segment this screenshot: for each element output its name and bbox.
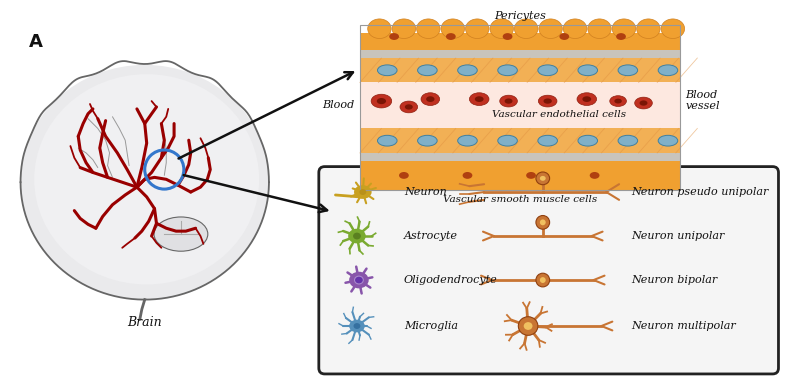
- Ellipse shape: [539, 19, 563, 38]
- Ellipse shape: [34, 74, 259, 284]
- Text: Blood: Blood: [322, 101, 354, 110]
- Text: Blood
vessel: Blood vessel: [685, 90, 720, 111]
- Ellipse shape: [359, 189, 366, 195]
- Bar: [360, 128, 680, 153]
- Ellipse shape: [578, 65, 598, 75]
- Text: Neuron unipolar: Neuron unipolar: [630, 231, 724, 241]
- FancyBboxPatch shape: [319, 167, 779, 374]
- Ellipse shape: [350, 272, 369, 288]
- Ellipse shape: [446, 33, 456, 40]
- Ellipse shape: [526, 172, 536, 179]
- Text: Microglia: Microglia: [404, 321, 458, 331]
- Ellipse shape: [614, 99, 622, 103]
- Ellipse shape: [377, 98, 386, 104]
- Text: Neuron bipolar: Neuron bipolar: [630, 275, 717, 285]
- Ellipse shape: [661, 19, 685, 38]
- Bar: [360, 153, 680, 161]
- Ellipse shape: [536, 273, 550, 287]
- Ellipse shape: [371, 94, 392, 108]
- Ellipse shape: [350, 320, 365, 332]
- Ellipse shape: [354, 323, 361, 329]
- Ellipse shape: [417, 65, 437, 75]
- Ellipse shape: [612, 19, 636, 38]
- Ellipse shape: [500, 95, 517, 107]
- Ellipse shape: [490, 19, 513, 38]
- Ellipse shape: [426, 96, 434, 102]
- Ellipse shape: [538, 135, 558, 146]
- Ellipse shape: [616, 33, 626, 40]
- Bar: [360, 161, 680, 190]
- Text: Neuron: Neuron: [404, 187, 447, 197]
- Ellipse shape: [154, 217, 207, 251]
- Ellipse shape: [559, 33, 569, 40]
- Ellipse shape: [417, 19, 440, 38]
- Ellipse shape: [539, 95, 557, 107]
- Ellipse shape: [539, 277, 546, 283]
- Text: Neuron multipolar: Neuron multipolar: [630, 321, 736, 331]
- Ellipse shape: [639, 100, 647, 106]
- Bar: [360, 33, 680, 50]
- Ellipse shape: [458, 65, 477, 75]
- Ellipse shape: [368, 19, 391, 38]
- Text: Neuron pseudo unipolar: Neuron pseudo unipolar: [630, 187, 768, 197]
- Ellipse shape: [400, 101, 417, 113]
- Text: Brain: Brain: [128, 316, 162, 329]
- Ellipse shape: [465, 19, 489, 38]
- Ellipse shape: [539, 219, 546, 225]
- Ellipse shape: [658, 65, 678, 75]
- Text: A: A: [30, 33, 43, 51]
- Ellipse shape: [389, 33, 399, 40]
- Ellipse shape: [405, 104, 413, 110]
- Ellipse shape: [458, 135, 477, 146]
- Bar: [360, 58, 680, 82]
- Ellipse shape: [469, 93, 489, 106]
- Ellipse shape: [392, 19, 416, 38]
- Ellipse shape: [20, 65, 270, 300]
- Ellipse shape: [399, 172, 409, 179]
- Ellipse shape: [618, 65, 638, 75]
- Ellipse shape: [610, 96, 626, 106]
- Ellipse shape: [354, 185, 372, 199]
- Ellipse shape: [543, 98, 552, 104]
- Ellipse shape: [538, 65, 558, 75]
- Ellipse shape: [353, 233, 361, 240]
- Ellipse shape: [519, 317, 538, 335]
- Bar: [360, 25, 680, 190]
- Ellipse shape: [578, 135, 598, 146]
- Ellipse shape: [634, 97, 652, 109]
- Ellipse shape: [498, 135, 517, 146]
- Ellipse shape: [583, 96, 591, 102]
- Ellipse shape: [618, 135, 638, 146]
- Text: Vascular smooth muscle cells: Vascular smooth muscle cells: [443, 195, 597, 204]
- Ellipse shape: [377, 65, 397, 75]
- Ellipse shape: [536, 172, 550, 185]
- Ellipse shape: [523, 322, 532, 330]
- Ellipse shape: [539, 176, 546, 181]
- Ellipse shape: [354, 276, 363, 284]
- Bar: [360, 82, 680, 128]
- Ellipse shape: [421, 93, 440, 106]
- Ellipse shape: [515, 19, 538, 38]
- Ellipse shape: [658, 135, 678, 146]
- Text: Oligodendrocyte: Oligodendrocyte: [404, 275, 498, 285]
- Ellipse shape: [577, 93, 597, 106]
- Ellipse shape: [463, 172, 472, 179]
- Ellipse shape: [590, 172, 599, 179]
- Ellipse shape: [563, 19, 587, 38]
- Ellipse shape: [348, 229, 365, 243]
- Ellipse shape: [588, 19, 611, 38]
- Ellipse shape: [441, 19, 464, 38]
- Text: Pericytes: Pericytes: [494, 11, 546, 21]
- Ellipse shape: [504, 98, 512, 104]
- Text: Astrocyte: Astrocyte: [404, 231, 458, 241]
- Ellipse shape: [498, 65, 517, 75]
- Ellipse shape: [475, 96, 484, 102]
- Ellipse shape: [637, 19, 660, 38]
- Ellipse shape: [377, 135, 397, 146]
- Ellipse shape: [417, 135, 437, 146]
- Ellipse shape: [536, 216, 550, 229]
- Bar: [360, 50, 680, 58]
- Ellipse shape: [503, 33, 512, 40]
- Text: Vascular endothelial cells: Vascular endothelial cells: [492, 110, 626, 119]
